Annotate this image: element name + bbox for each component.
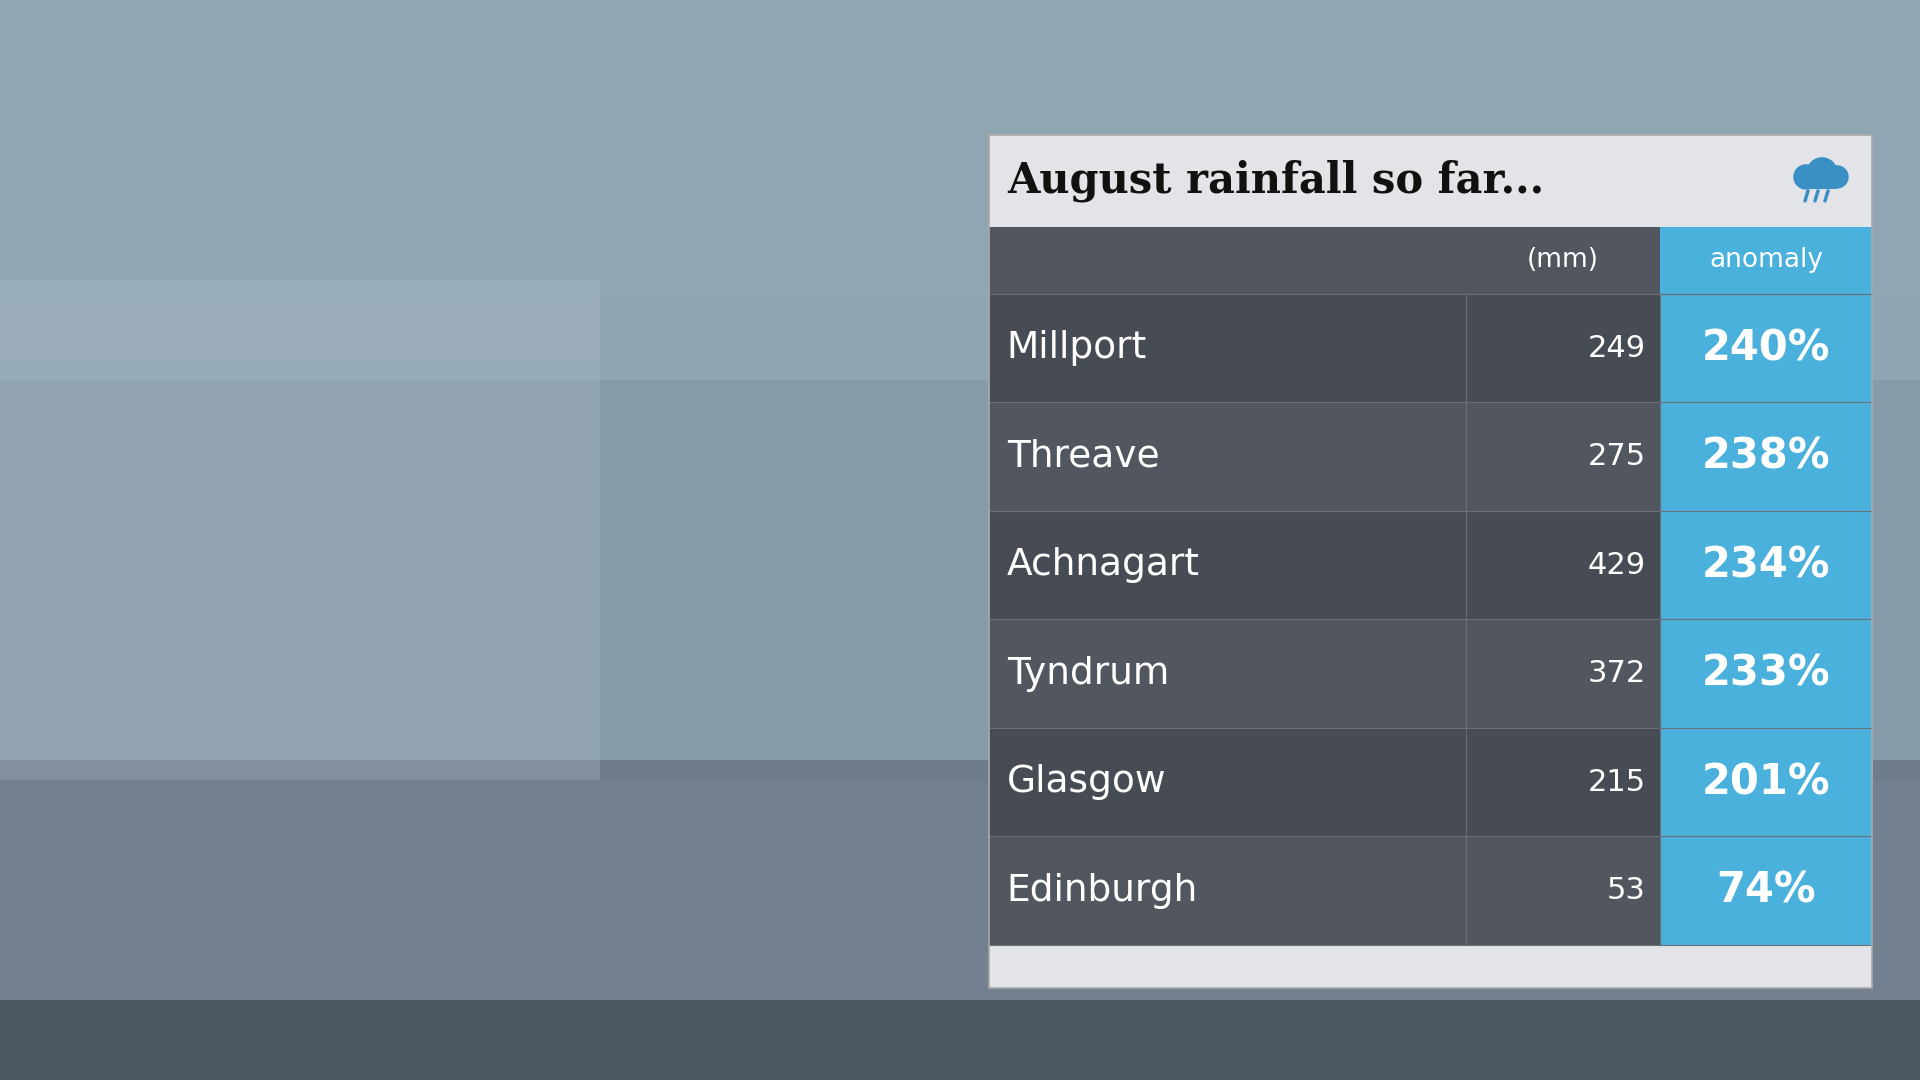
Bar: [1661, 403, 1872, 511]
Bar: [0, 390, 1920, 420]
Bar: [0, 450, 1920, 480]
Bar: [1661, 227, 1872, 294]
Bar: [989, 836, 1661, 945]
Bar: [1661, 836, 1872, 945]
Bar: [989, 135, 1872, 227]
Bar: [0, 570, 1920, 600]
Text: 234%: 234%: [1701, 544, 1830, 586]
Circle shape: [1793, 165, 1818, 189]
Bar: [0, 300, 1920, 330]
Bar: [1807, 175, 1837, 189]
Text: 275: 275: [1588, 442, 1645, 471]
Bar: [0, 480, 1920, 510]
Text: August rainfall so far...: August rainfall so far...: [1006, 160, 1544, 202]
Text: 372: 372: [1588, 659, 1645, 688]
Bar: [0, 30, 1920, 60]
Bar: [0, 280, 599, 780]
Bar: [0, 1000, 1920, 1080]
Bar: [0, 60, 1920, 90]
Bar: [0, 380, 1920, 780]
Text: Tyndrum: Tyndrum: [1006, 656, 1169, 691]
Circle shape: [1807, 158, 1837, 188]
Text: Millport: Millport: [1006, 330, 1146, 366]
Text: 429: 429: [1588, 551, 1645, 580]
Text: Glasgow: Glasgow: [1006, 765, 1165, 800]
Text: 238%: 238%: [1701, 435, 1830, 477]
Bar: [0, 150, 1920, 180]
Bar: [989, 945, 1872, 988]
Text: 233%: 233%: [1701, 652, 1830, 694]
Bar: [989, 619, 1661, 728]
Bar: [1661, 511, 1872, 619]
Bar: [989, 227, 1872, 294]
Text: (mm): (mm): [1526, 247, 1599, 273]
Text: 240%: 240%: [1701, 327, 1830, 369]
Bar: [989, 403, 1661, 511]
Bar: [0, 330, 1920, 360]
Text: 201%: 201%: [1701, 761, 1830, 804]
Bar: [1661, 728, 1872, 836]
Text: Edinburgh: Edinburgh: [1006, 873, 1198, 908]
Bar: [989, 511, 1661, 619]
Bar: [1661, 294, 1872, 402]
Bar: [0, 540, 1920, 570]
Bar: [989, 728, 1661, 836]
Bar: [0, 760, 1920, 1080]
Bar: [0, 510, 1920, 540]
Bar: [0, 120, 1920, 150]
Text: anomaly: anomaly: [1709, 247, 1822, 273]
Bar: [0, 240, 1920, 270]
Circle shape: [1826, 166, 1847, 188]
Bar: [1661, 619, 1872, 728]
Text: Achnagart: Achnagart: [1006, 548, 1200, 583]
Bar: [989, 135, 1872, 988]
Bar: [0, 360, 1920, 390]
Text: Threave: Threave: [1006, 438, 1160, 474]
Bar: [0, 420, 1920, 450]
Bar: [0, 0, 1920, 30]
Text: 249: 249: [1588, 334, 1645, 363]
Text: 215: 215: [1588, 768, 1645, 797]
Bar: [0, 180, 1920, 210]
Bar: [0, 210, 1920, 240]
Bar: [0, 270, 1920, 300]
Text: 53: 53: [1607, 876, 1645, 905]
Bar: [0, 90, 1920, 120]
Text: 74%: 74%: [1716, 869, 1816, 912]
Bar: [989, 294, 1661, 402]
